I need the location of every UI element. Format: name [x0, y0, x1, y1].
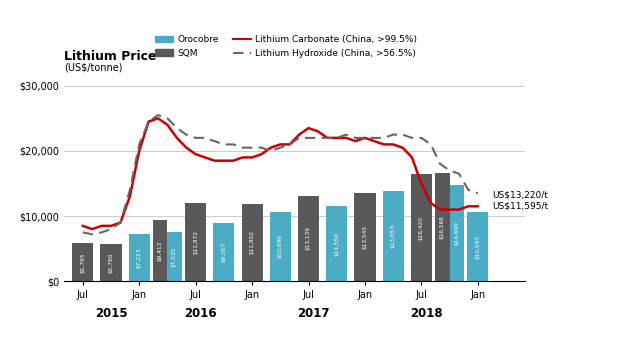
Bar — [298, 196, 319, 281]
Text: $7,223: $7,223 — [137, 247, 141, 268]
Text: $5,795: $5,795 — [80, 252, 85, 273]
Text: $11,972: $11,972 — [193, 230, 198, 254]
Text: 2015: 2015 — [95, 307, 127, 320]
Bar — [326, 206, 348, 281]
Bar — [467, 212, 488, 281]
Bar — [435, 173, 449, 281]
Text: Lithium Price: Lithium Price — [64, 50, 157, 63]
Text: $9,007: $9,007 — [221, 242, 227, 262]
Text: $10,597: $10,597 — [476, 235, 480, 259]
Text: $9,413: $9,413 — [158, 240, 163, 261]
Text: 2016: 2016 — [184, 307, 217, 320]
Text: 2018: 2018 — [410, 307, 442, 320]
Legend: Orocobre, SQM, Lithium Carbonate (China, >99.5%), Lithium Hydroxide (China, >56.: Orocobre, SQM, Lithium Carbonate (China,… — [152, 32, 420, 61]
Text: $11,902: $11,902 — [250, 230, 255, 255]
Bar — [185, 203, 206, 281]
Text: (US$/tonne): (US$/tonne) — [64, 63, 122, 73]
Bar — [269, 212, 291, 281]
Text: $13,545: $13,545 — [362, 225, 367, 249]
Bar — [241, 204, 262, 281]
Bar — [154, 220, 168, 281]
Text: 2017: 2017 — [297, 307, 330, 320]
Bar — [72, 244, 93, 281]
Bar — [100, 244, 122, 281]
Text: US$13,220/t: US$13,220/t — [492, 191, 548, 200]
Bar — [168, 232, 182, 281]
Text: $13,139: $13,139 — [306, 226, 311, 250]
Text: $13,853: $13,853 — [390, 224, 396, 248]
Text: $7,535: $7,535 — [172, 247, 177, 267]
Text: US$11,595/t: US$11,595/t — [492, 201, 548, 210]
Text: $11,550: $11,550 — [334, 232, 339, 256]
Text: $14,699: $14,699 — [454, 221, 459, 245]
Bar — [355, 193, 376, 281]
Bar — [383, 191, 404, 281]
Bar — [213, 223, 234, 281]
Text: $16,420: $16,420 — [419, 216, 424, 240]
Bar — [411, 174, 432, 281]
Text: $16,568: $16,568 — [440, 215, 445, 239]
Text: $5,780: $5,780 — [109, 252, 113, 273]
Text: $10,696: $10,696 — [278, 235, 283, 258]
Bar — [449, 186, 463, 281]
Bar — [129, 234, 150, 281]
